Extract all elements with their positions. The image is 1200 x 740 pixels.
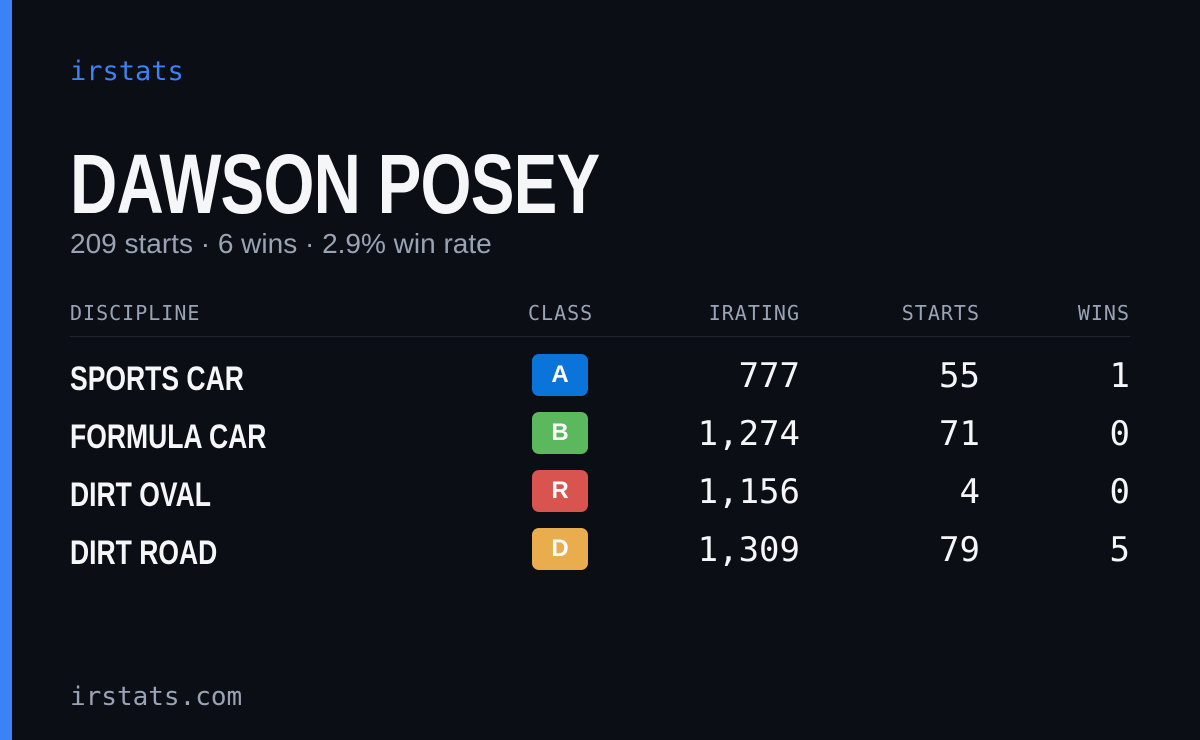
brand: irstats: [70, 56, 184, 87]
accent-bar: [0, 0, 12, 740]
column-header: WINS: [1077, 301, 1130, 325]
starts: 4: [959, 472, 980, 512]
irating: 1,309: [697, 530, 800, 570]
wins: 5: [1109, 530, 1130, 570]
column-header: STARTS: [901, 301, 980, 325]
column-header: CLASS: [528, 301, 594, 325]
wins: 0: [1109, 472, 1130, 512]
class-badge: A: [532, 354, 588, 396]
footer: irstats.com: [70, 682, 243, 712]
starts: 55: [939, 356, 980, 396]
class-badge: R: [532, 470, 588, 512]
discipline: FORMULA CAR: [70, 418, 267, 456]
starts: 71: [939, 414, 980, 454]
starts: 79: [939, 530, 980, 570]
header-rule: [70, 336, 1130, 337]
class-badge: B: [532, 412, 588, 454]
irating: 777: [738, 356, 800, 396]
discipline: DIRT ROAD: [70, 534, 218, 572]
wins: 1: [1109, 356, 1130, 396]
class-badge: D: [532, 528, 588, 570]
column-header: IRATING: [708, 301, 800, 325]
discipline: SPORTS CAR: [70, 360, 244, 398]
irating: 1,156: [697, 472, 800, 512]
wins: 0: [1109, 414, 1130, 454]
irating: 1,274: [697, 414, 800, 454]
driver-name: DAWSON POSEY: [70, 137, 600, 231]
driver-summary: 209 starts · 6 wins · 2.9% win rate: [70, 228, 492, 259]
discipline: DIRT OVAL: [70, 476, 211, 514]
column-header: DISCIPLINE: [70, 301, 201, 325]
